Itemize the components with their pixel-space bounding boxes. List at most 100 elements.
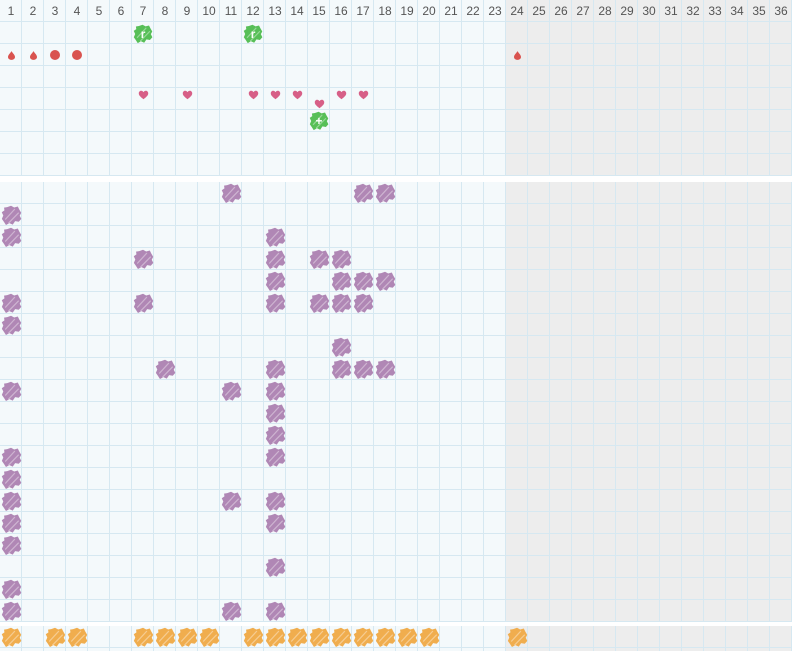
purple-scribble-icon[interactable] bbox=[353, 271, 374, 292]
day-header-cell: 20 bbox=[422, 4, 436, 18]
purple-scribble-icon[interactable] bbox=[221, 491, 242, 512]
purple-scribble-icon[interactable] bbox=[375, 359, 396, 380]
day-header-cell: 16 bbox=[334, 4, 348, 18]
heart-icon[interactable] bbox=[248, 90, 259, 100]
orange-scribble-icon[interactable] bbox=[507, 627, 528, 648]
purple-scribble-icon[interactable] bbox=[265, 359, 286, 380]
section-divider bbox=[0, 176, 792, 182]
flow-dot-icon[interactable] bbox=[72, 50, 82, 60]
purple-scribble-icon[interactable] bbox=[1, 513, 22, 534]
events-section[interactable]: r r + bbox=[0, 22, 792, 176]
purple-scribble-icon[interactable] bbox=[221, 601, 242, 622]
day-header-cell: 7 bbox=[139, 4, 147, 18]
purple-scribble-icon[interactable] bbox=[265, 557, 286, 578]
purple-scribble-icon[interactable] bbox=[1, 535, 22, 556]
orange-scribble-icon[interactable] bbox=[67, 627, 88, 648]
day-header-cell: 11 bbox=[224, 4, 238, 18]
purple-scribble-icon[interactable] bbox=[265, 447, 286, 468]
purple-scribble-icon[interactable] bbox=[1, 293, 22, 314]
svg-text:+: + bbox=[316, 114, 323, 128]
purple-scribble-icon[interactable] bbox=[331, 337, 352, 358]
heart-icon[interactable] bbox=[138, 90, 149, 100]
heart-icon[interactable] bbox=[270, 90, 281, 100]
orange-scribble-icon[interactable] bbox=[45, 627, 66, 648]
orange-scribble-icon[interactable] bbox=[419, 627, 440, 648]
purple-scribble-icon[interactable] bbox=[1, 315, 22, 336]
green-flower-r-icon[interactable]: r bbox=[133, 24, 153, 44]
orange-scribble-icon[interactable] bbox=[199, 627, 220, 648]
purple-scribble-icon[interactable] bbox=[221, 381, 242, 402]
day-header-cell: 13 bbox=[268, 4, 282, 18]
green-flower-r-icon[interactable]: r bbox=[243, 24, 263, 44]
orange-scribble-icon[interactable] bbox=[309, 627, 330, 648]
purple-scribble-icon[interactable] bbox=[265, 491, 286, 512]
purple-scribble-icon[interactable] bbox=[309, 293, 330, 314]
orange-scribble-icon[interactable] bbox=[177, 627, 198, 648]
purple-scribble-icon[interactable] bbox=[353, 183, 374, 204]
day-header-cell: 31 bbox=[664, 4, 678, 18]
droplet-icon[interactable] bbox=[29, 51, 37, 60]
purple-scribble-icon[interactable] bbox=[221, 183, 242, 204]
flow-dot-icon[interactable] bbox=[50, 50, 60, 60]
orange-scribble-icon[interactable] bbox=[397, 627, 418, 648]
purple-scribble-icon[interactable] bbox=[331, 271, 352, 292]
orange-scribble-icon[interactable] bbox=[243, 627, 264, 648]
droplet-icon[interactable] bbox=[7, 51, 15, 60]
purple-scribble-icon[interactable] bbox=[353, 359, 374, 380]
day-header-cell: 6 bbox=[117, 4, 125, 18]
purple-scribble-icon[interactable] bbox=[265, 227, 286, 248]
heart-icon[interactable] bbox=[292, 90, 303, 100]
green-flower-plus-icon[interactable]: + bbox=[309, 111, 329, 131]
purple-scribble-icon[interactable] bbox=[1, 381, 22, 402]
purple-scribble-icon[interactable] bbox=[133, 249, 154, 270]
heart-icon[interactable] bbox=[314, 99, 325, 109]
day-header-cell: 5 bbox=[95, 4, 103, 18]
purple-scribble-icon[interactable] bbox=[375, 183, 396, 204]
orange-scribble-icon[interactable] bbox=[331, 627, 352, 648]
symptoms-section[interactable] bbox=[0, 182, 792, 622]
purple-scribble-icon[interactable] bbox=[309, 249, 330, 270]
purple-scribble-icon[interactable] bbox=[1, 469, 22, 490]
purple-scribble-icon[interactable] bbox=[265, 425, 286, 446]
orange-scribble-icon[interactable] bbox=[155, 627, 176, 648]
heart-icon[interactable] bbox=[358, 90, 369, 100]
droplet-icon[interactable] bbox=[513, 51, 521, 60]
purple-scribble-icon[interactable] bbox=[1, 205, 22, 226]
day-header-cell: 23 bbox=[488, 4, 502, 18]
day-header-cell: 9 bbox=[183, 4, 191, 18]
purple-scribble-icon[interactable] bbox=[1, 227, 22, 248]
purple-scribble-icon[interactable] bbox=[331, 293, 352, 314]
purple-scribble-icon[interactable] bbox=[265, 249, 286, 270]
heart-icon[interactable] bbox=[182, 90, 193, 100]
purple-scribble-icon[interactable] bbox=[265, 403, 286, 424]
purple-scribble-icon[interactable] bbox=[265, 381, 286, 402]
orange-scribble-icon[interactable] bbox=[353, 627, 374, 648]
purple-scribble-icon[interactable] bbox=[133, 293, 154, 314]
orange-scribble-icon[interactable] bbox=[265, 627, 286, 648]
day-header-cell: 27 bbox=[576, 4, 590, 18]
day-header-cell: 36 bbox=[774, 4, 788, 18]
purple-scribble-icon[interactable] bbox=[331, 359, 352, 380]
heart-icon[interactable] bbox=[336, 90, 347, 100]
purple-scribble-icon[interactable] bbox=[375, 271, 396, 292]
purple-scribble-icon[interactable] bbox=[1, 601, 22, 622]
day-header-cell: 4 bbox=[73, 4, 81, 18]
orange-scribble-icon[interactable] bbox=[1, 627, 22, 648]
purple-scribble-icon[interactable] bbox=[265, 513, 286, 534]
purple-scribble-icon[interactable] bbox=[265, 293, 286, 314]
day-header-cell: 30 bbox=[642, 4, 656, 18]
purple-scribble-icon[interactable] bbox=[155, 359, 176, 380]
purple-scribble-icon[interactable] bbox=[265, 601, 286, 622]
purple-scribble-icon[interactable] bbox=[1, 579, 22, 600]
purple-scribble-icon[interactable] bbox=[331, 249, 352, 270]
day-header-cell: 29 bbox=[620, 4, 634, 18]
purple-scribble-icon[interactable] bbox=[265, 271, 286, 292]
orange-scribble-icon[interactable] bbox=[287, 627, 308, 648]
day-header-cell: 19 bbox=[400, 4, 414, 18]
purple-scribble-icon[interactable] bbox=[1, 491, 22, 512]
medications-section[interactable] bbox=[0, 626, 792, 651]
orange-scribble-icon[interactable] bbox=[133, 627, 154, 648]
purple-scribble-icon[interactable] bbox=[353, 293, 374, 314]
purple-scribble-icon[interactable] bbox=[1, 447, 22, 468]
orange-scribble-icon[interactable] bbox=[375, 627, 396, 648]
